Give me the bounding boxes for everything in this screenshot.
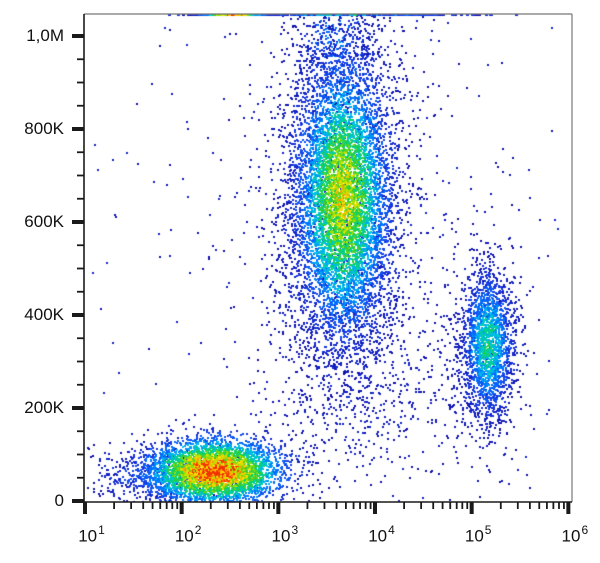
- x-axis-tick-label: 104: [368, 523, 395, 546]
- x-axis-tick-label: 103: [271, 523, 299, 546]
- y-axis-tick-label: 400K: [24, 305, 64, 324]
- x-axis-tick-label: 105: [464, 523, 492, 546]
- y-axis-tick-label: 200K: [24, 398, 64, 417]
- x-axis-tick-label: 106: [561, 523, 589, 546]
- y-axis-tick-label: 1,0M: [26, 26, 64, 45]
- y-axis-tick-label: 800K: [24, 119, 64, 138]
- scatter-plot-canvas: [84, 14, 572, 502]
- y-axis-tick-label: 600K: [24, 212, 64, 231]
- x-axis-tick-label: 101: [78, 523, 105, 546]
- y-axis-tick-label: 0: [54, 491, 64, 510]
- x-axis-tick-label: 102: [174, 523, 202, 546]
